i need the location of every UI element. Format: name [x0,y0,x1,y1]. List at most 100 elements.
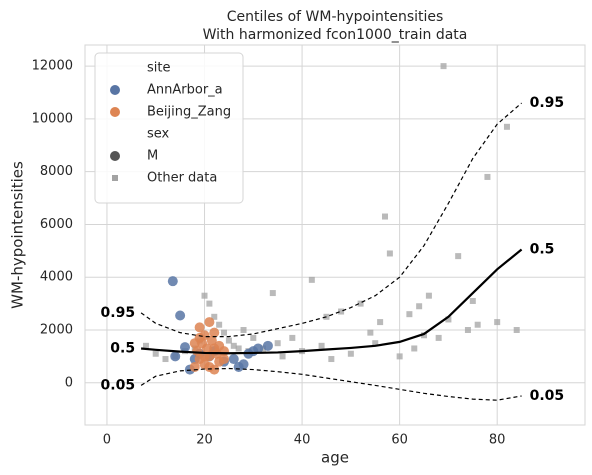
data-point [503,123,510,130]
data-point [357,300,364,307]
data-point [201,343,212,354]
data-point [416,303,423,310]
centile-curve [140,248,523,355]
data-point [204,361,215,372]
data-point [347,350,354,357]
x-tick-label: 60 [391,433,408,448]
data-point [338,308,345,315]
data-point [377,319,384,326]
data-point [228,354,239,365]
data-point [253,343,264,354]
legend-title: site [147,61,170,76]
legend-title: sex [147,127,170,142]
centile-label: 0.5 [530,242,555,258]
legend-marker [110,85,120,95]
data-point [201,292,208,299]
data-point [189,338,200,349]
x-tick-label: 40 [294,433,311,448]
y-tick-label: 6000 [40,217,73,232]
data-point [230,342,237,349]
data-point [513,327,520,333]
data-point [221,329,228,336]
data-point [406,311,413,318]
data-point [308,276,315,283]
data-point [204,317,215,328]
x-tick-label: 80 [489,433,506,448]
data-point [382,213,388,220]
data-point [464,327,471,333]
legend-label: Other data [147,171,217,186]
data-point [262,340,273,351]
legend-label: Beijing_Zang [147,105,231,120]
legend-marker [112,175,118,181]
data-point [152,350,159,357]
y-tick-label: 8000 [40,164,73,179]
data-point [411,345,418,352]
data-point [209,343,220,354]
centile-label: 0.95 [101,305,136,321]
legend-box [94,52,244,204]
data-point [269,290,276,297]
data-point [225,337,232,344]
data-point [318,342,325,349]
data-point [162,356,169,363]
x-tick-label: 0 [103,433,111,448]
data-point [167,276,178,287]
centile-label: 0.05 [101,377,136,393]
data-point [386,250,393,257]
data-point [250,334,257,341]
chart-subtitle: With harmonized fcon1000_train data [203,27,468,43]
data-point [235,345,242,352]
centile-label: 0.5 [110,340,135,356]
data-point [180,342,190,353]
legend-label: M [147,149,158,164]
data-point [469,297,476,304]
data-point [425,292,432,299]
data-point [289,334,296,341]
data-point [211,313,218,320]
data-point [440,63,447,70]
x-axis-label: age [321,449,349,467]
data-point [396,353,403,360]
data-point [494,319,501,326]
data-point [367,329,374,336]
data-point [216,321,223,328]
data-point [328,356,335,363]
legend-marker [110,107,120,117]
data-point [435,334,442,341]
y-tick-label: 10000 [32,111,73,126]
data-point [206,300,213,307]
plot-frame [84,44,586,426]
centile-curve [140,367,522,401]
data-point [274,340,281,347]
data-point [175,310,186,321]
legend-label: AnnArbor_a [147,83,223,98]
data-point [455,253,462,260]
y-tick-label: 4000 [40,270,73,285]
data-point [240,327,247,333]
y-tick-label: 0 [65,375,73,390]
data-point [209,327,220,338]
chart-title: Centiles of WM-hypointensities [227,9,444,25]
y-tick-label: 2000 [40,323,73,338]
centile-label: 0.05 [530,388,565,404]
y-tick-label: 12000 [32,59,73,74]
data-point [474,321,481,328]
centile-curve [140,102,522,338]
legend-marker [110,151,120,161]
data-point [279,353,286,360]
data-point [194,322,205,333]
data-point [233,361,244,372]
centile-label: 0.95 [530,95,565,111]
y-axis-label: WM-hypointensities [9,161,27,309]
data-point [421,332,428,339]
data-point [445,316,452,323]
data-point [484,173,491,180]
data-point [170,351,181,362]
data-point [372,340,379,347]
x-tick-label: 20 [196,433,213,448]
data-point [142,342,149,349]
data-point [219,354,230,365]
